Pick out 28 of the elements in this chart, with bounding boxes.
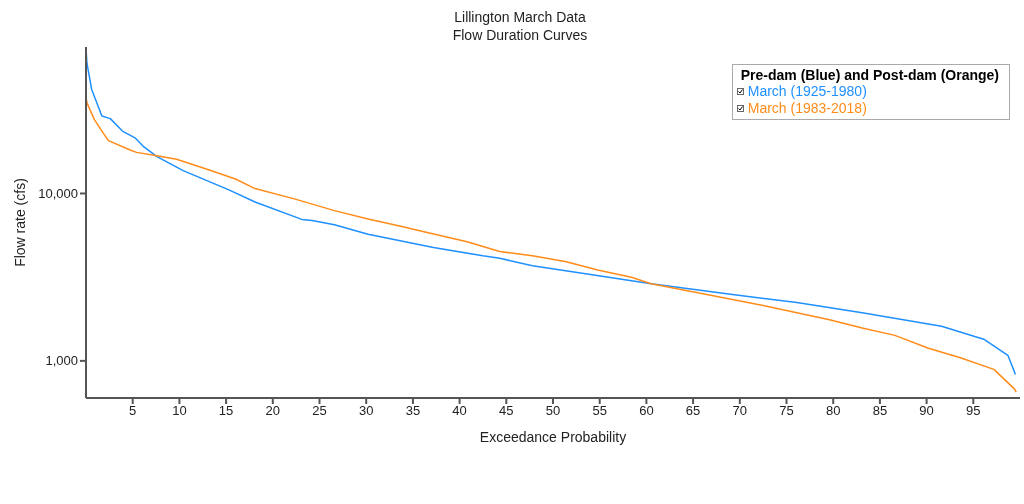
text: March (1925-1980) xyxy=(747,83,867,100)
x-tick-label: 30 xyxy=(358,403,374,419)
x-tick-label: 55 xyxy=(592,403,607,419)
x-tick-label: 45 xyxy=(499,403,514,419)
legend-title: Pre-dam (Blue) and Post-dam (Orange) xyxy=(739,67,999,83)
x-tick-label: 10 xyxy=(172,403,187,419)
x-tick-label: 80 xyxy=(825,403,841,419)
y-axis-title: Flow rate (cfs) xyxy=(11,178,28,267)
x-tick-label: 25 xyxy=(312,403,327,419)
chart-title: Lillington March Data xyxy=(453,8,587,26)
x-tick-label: 65 xyxy=(685,403,701,419)
x-tick-label: 90 xyxy=(919,403,934,419)
x-tick-label: 85 xyxy=(872,403,888,419)
x-tick-label: 60 xyxy=(639,403,654,419)
y-tick-label: 1,000 xyxy=(45,353,78,369)
x-tick-label: 5 xyxy=(129,403,137,419)
x-tick-label: 70 xyxy=(732,403,748,419)
x-tick-label: 95 xyxy=(966,403,981,419)
x-tick-label: 40 xyxy=(452,403,467,419)
x-tick-label: 75 xyxy=(779,403,794,419)
x-tick-label: 20 xyxy=(265,403,281,419)
x-tick-label: 15 xyxy=(218,403,234,419)
chart-subtitle: Flow Duration Curves xyxy=(451,26,589,44)
x-tick-label: 35 xyxy=(405,403,421,419)
x-axis-title: Exceedance Probability xyxy=(479,429,627,445)
x-tick-label: 50 xyxy=(545,403,561,419)
text: March (1983-2018) xyxy=(747,100,867,117)
y-tick-label: 10,000 xyxy=(38,186,78,202)
